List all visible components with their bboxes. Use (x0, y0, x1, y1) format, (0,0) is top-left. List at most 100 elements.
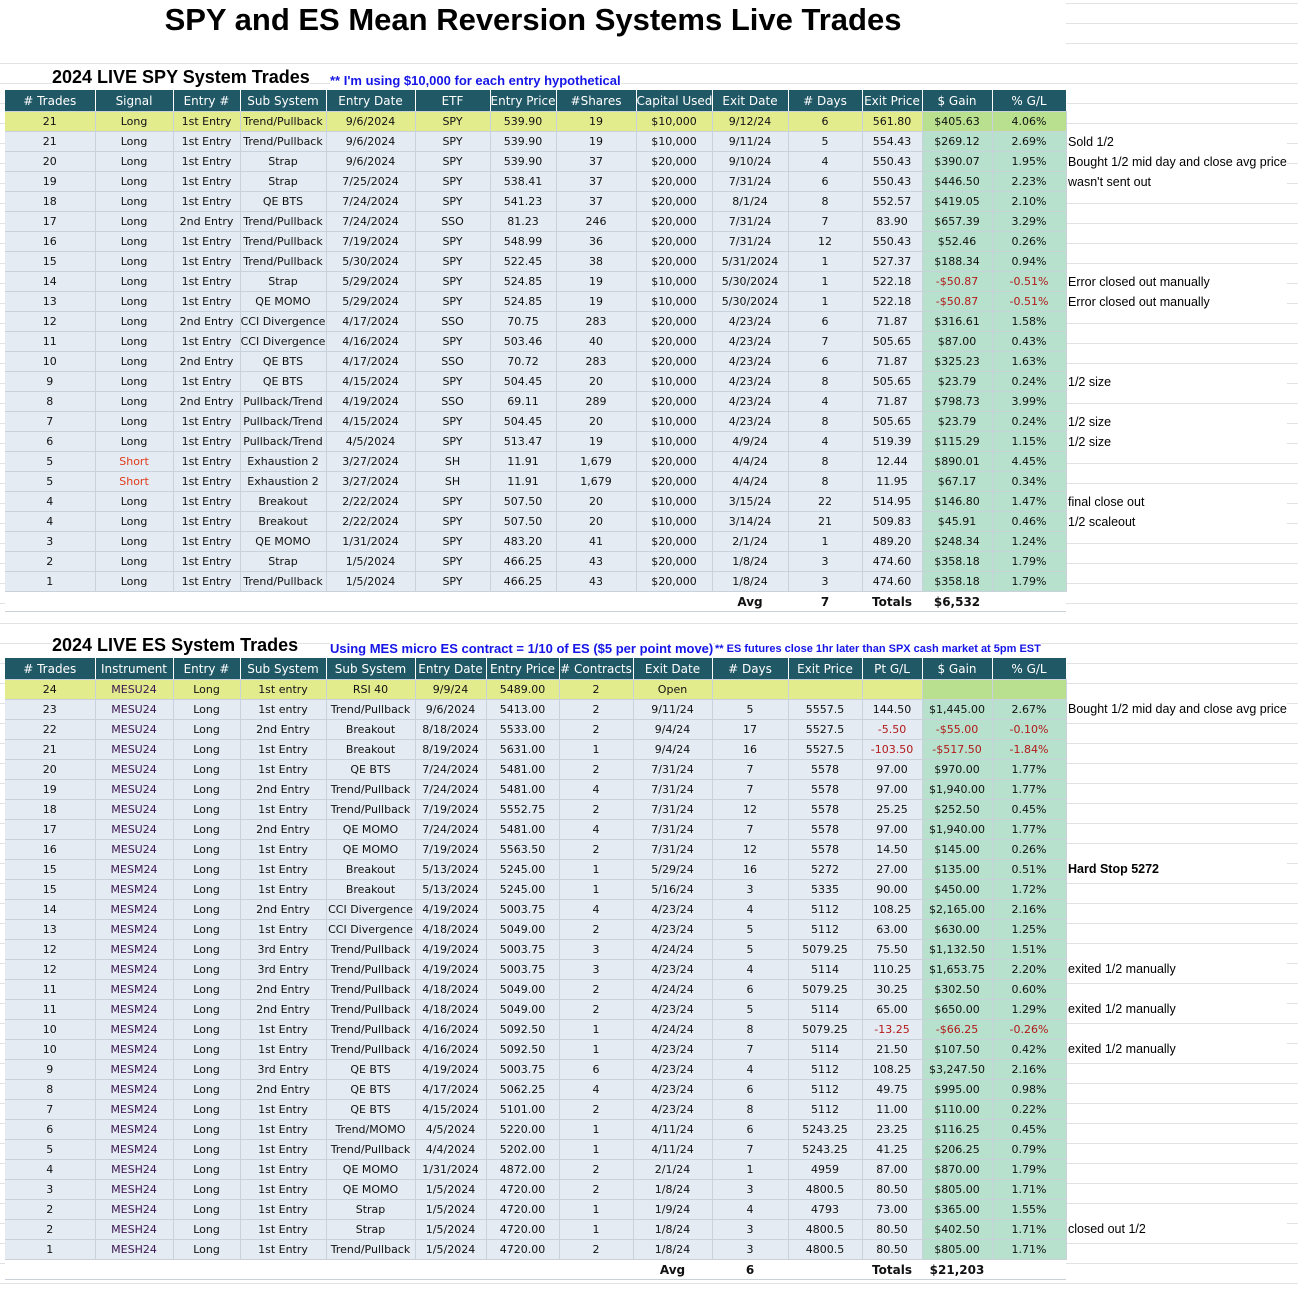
table-cell[interactable]: Breakout (326, 879, 416, 900)
table-cell[interactable]: Long (95, 291, 174, 312)
table-cell[interactable]: $10,000 (636, 411, 713, 432)
table-cell[interactable]: 5003.75 (486, 959, 560, 980)
table-cell[interactable]: 4/11/24 (633, 1139, 713, 1160)
table-cell[interactable]: SPY (415, 191, 491, 212)
table-cell[interactable]: 5003.75 (486, 899, 560, 920)
table-cell[interactable]: Breakout (326, 739, 416, 760)
table-cell[interactable]: 70.72 (490, 351, 557, 372)
table-cell[interactable]: 5 (5, 1139, 96, 1160)
table-cell[interactable]: 2 (559, 839, 634, 860)
table-cell[interactable]: 5/31/2024 (712, 251, 789, 272)
table-cell[interactable]: 30.25 (862, 979, 923, 1000)
table-cell[interactable]: 4/23/24 (633, 959, 713, 980)
table-cell[interactable]: 7 (788, 331, 863, 352)
table-cell[interactable]: Long (173, 1239, 241, 1260)
table-cell[interactable]: 3/27/2024 (326, 471, 416, 492)
table-cell[interactable]: 1.55% (992, 1199, 1067, 1220)
table-cell[interactable]: 5481.00 (486, 819, 560, 840)
table-cell[interactable]: 4/19/2024 (415, 959, 487, 980)
table-cell[interactable]: 4 (559, 819, 634, 840)
table-cell[interactable]: Long (95, 431, 174, 452)
table-cell[interactable]: QE BTS (240, 371, 327, 392)
table-cell[interactable]: 5/29/2024 (326, 291, 416, 312)
table-cell[interactable]: 2.16% (992, 899, 1067, 920)
table-cell[interactable]: $10,000 (636, 371, 713, 392)
table-cell[interactable]: 5578 (788, 819, 863, 840)
table-cell[interactable]: 11.91 (490, 451, 557, 472)
table-cell[interactable]: 1st Entry (173, 551, 241, 572)
table-cell[interactable]: 561.80 (862, 111, 923, 132)
table-cell[interactable]: Exhaustion 2 (240, 451, 327, 472)
table-cell[interactable]: $798.73 (922, 391, 993, 412)
table-cell[interactable]: $2,165.00 (922, 899, 993, 920)
table-cell[interactable]: 4/4/2024 (415, 1139, 487, 1160)
table-cell[interactable]: MESM24 (95, 979, 174, 1000)
table-cell[interactable]: 4/19/2024 (326, 391, 416, 412)
table-cell[interactable]: 522.18 (862, 291, 923, 312)
table-cell[interactable]: 4/19/2024 (415, 899, 487, 920)
table-cell[interactable]: 0.34% (992, 471, 1067, 492)
table-cell[interactable]: $206.25 (922, 1139, 993, 1160)
table-cell[interactable]: 1st Entry (240, 879, 327, 900)
table-cell[interactable]: SPY (415, 371, 491, 392)
table-cell[interactable]: -$517.50 (922, 739, 993, 760)
table-cell[interactable]: 1st Entry (173, 571, 241, 592)
table-cell[interactable]: 8 (712, 1099, 789, 1120)
table-cell[interactable]: Breakout (326, 859, 416, 880)
table-cell[interactable]: 5049.00 (486, 999, 560, 1020)
table-cell[interactable]: 110.25 (862, 959, 923, 980)
table-cell[interactable]: 14 (5, 271, 96, 292)
table-cell[interactable]: 19 (556, 431, 637, 452)
table-cell[interactable]: 9/10/24 (712, 151, 789, 172)
table-cell[interactable]: 5563.50 (486, 839, 560, 860)
table-cell[interactable]: 1st Entry (173, 171, 241, 192)
table-cell[interactable]: CCI Divergence (326, 899, 416, 920)
table-cell[interactable]: 4/16/2024 (326, 331, 416, 352)
table-cell[interactable]: 1st Entry (240, 1019, 327, 1040)
table-cell[interactable]: 23.25 (862, 1119, 923, 1140)
table-cell[interactable]: $188.34 (922, 251, 993, 272)
table-cell[interactable]: Long (173, 959, 241, 980)
table-cell[interactable]: 7/31/24 (712, 211, 789, 232)
table-cell[interactable]: 6 (5, 1119, 96, 1140)
table-cell[interactable]: MESU24 (95, 839, 174, 860)
table-cell[interactable]: 2/22/2024 (326, 511, 416, 532)
table-cell[interactable]: 3.99% (992, 391, 1067, 412)
table-cell[interactable]: 1st Entry (240, 1199, 327, 1220)
table-cell[interactable]: 5112 (788, 919, 863, 940)
table-cell[interactable]: 7/24/2024 (415, 819, 487, 840)
table-cell[interactable]: 2.67% (992, 699, 1067, 720)
table-cell[interactable]: 5335 (788, 879, 863, 900)
table-cell[interactable]: 5101.00 (486, 1099, 560, 1120)
table-cell[interactable]: $402.50 (922, 1219, 993, 1240)
table-cell[interactable]: 3 (712, 879, 789, 900)
table-cell[interactable]: 1 (559, 1019, 634, 1040)
table-cell[interactable]: 5578 (788, 839, 863, 860)
table-cell[interactable]: 0.26% (992, 839, 1067, 860)
table-cell[interactable]: Strap (326, 1199, 416, 1220)
table-cell[interactable]: Long (95, 311, 174, 332)
table-cell[interactable]: 5003.75 (486, 939, 560, 960)
table-cell[interactable]: $110.00 (922, 1099, 993, 1120)
table-cell[interactable]: 8 (788, 411, 863, 432)
table-cell[interactable]: 4/16/2024 (415, 1019, 487, 1040)
table-cell[interactable]: 7/31/24 (633, 799, 713, 820)
table-cell[interactable]: MESM24 (95, 1139, 174, 1160)
table-cell[interactable]: 509.83 (862, 511, 923, 532)
table-cell[interactable]: 19 (556, 111, 637, 132)
table-cell[interactable]: $20,000 (636, 571, 713, 592)
table-cell[interactable]: -$50.87 (922, 291, 993, 312)
table-cell[interactable]: 7/31/24 (633, 819, 713, 840)
table-cell[interactable]: 3rd Entry (240, 939, 327, 960)
table-cell[interactable]: QE BTS (240, 191, 327, 212)
table-cell[interactable]: 3 (559, 939, 634, 960)
table-cell[interactable]: Pullback/Trend (240, 431, 327, 452)
table-cell[interactable]: $995.00 (922, 1079, 993, 1100)
table-cell[interactable]: 20 (556, 371, 637, 392)
table-cell[interactable]: SPY (415, 531, 491, 552)
table-cell[interactable]: 7/31/24 (712, 171, 789, 192)
table-cell[interactable]: Long (95, 151, 174, 172)
table-cell[interactable]: 23 (5, 699, 96, 720)
table-cell[interactable]: 5/30/2024 (712, 291, 789, 312)
table-cell[interactable]: -5.50 (862, 719, 923, 740)
